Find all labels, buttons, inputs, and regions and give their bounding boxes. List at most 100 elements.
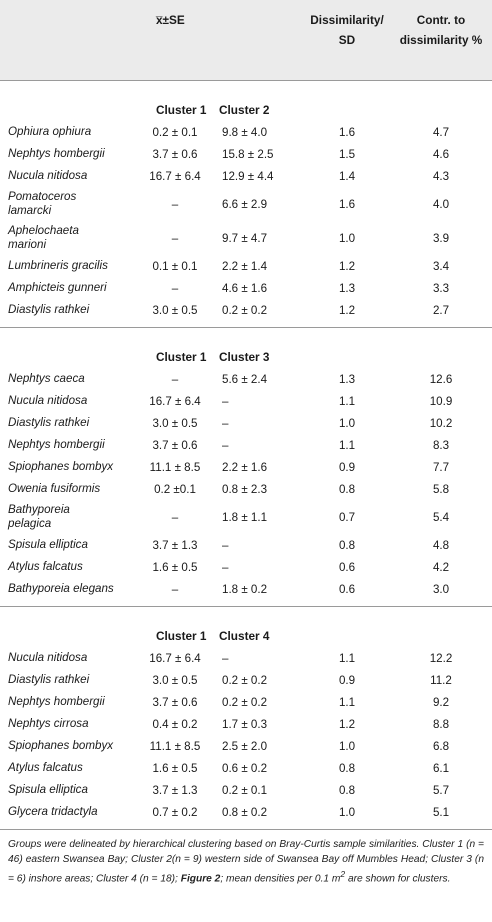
mean-cluster-b: 2.2 ± 1.4 [222, 259, 268, 273]
dissimilarity-sd-value: 1.4 [338, 169, 356, 183]
table-row: Owenia fusiformis 0.2 ±0.1 0.8 ± 2.3 0.8 5.8 [0, 478, 492, 500]
mean-cluster-b: – [222, 651, 229, 665]
contribution-value: 5.8 [432, 482, 450, 496]
species-name: Nephtys cirrosa [8, 717, 89, 730]
cluster-header-blank [390, 346, 492, 368]
table-row: Diastylis rathkei 3.0 ± 0.5 – 1.0 10.2 [0, 412, 492, 434]
table-row: Spiophanes bombyx 11.1 ± 8.5 2.5 ± 2.0 1.0 6… [0, 735, 492, 757]
cluster-header-blank [0, 346, 146, 368]
dissimilarity-sd-value: 0.8 [338, 761, 356, 775]
contribution-value: 5.7 [432, 783, 450, 797]
header-contribution-line1: Contr. to [416, 13, 466, 27]
contribution-value: 10.9 [429, 394, 453, 408]
dissimilarity-sd-value: 0.6 [338, 560, 356, 574]
mean-cluster-a: – [171, 281, 179, 295]
table-row: Amphicteis gunneri – 4.6 ± 1.6 1.3 3.3 [0, 277, 492, 299]
footnote-text-1: Groups were delineated by hierarchical c… [8, 839, 484, 885]
species-name: Diastylis rathkei [8, 303, 90, 316]
dissimilarity-sd-value: 1.2 [338, 303, 356, 317]
contribution-value: 4.3 [432, 169, 450, 183]
contribution-value: 4.7 [432, 125, 450, 139]
table-row: Bathyporeia elegans – 1.8 ± 0.2 0.6 3.0 [0, 578, 492, 600]
species-name: Spiophanes bombyx [8, 460, 114, 473]
contribution-value: 4.6 [432, 147, 450, 161]
dissimilarity-sd-value: 1.1 [338, 651, 356, 665]
dissimilarity-sd-value: 1.1 [338, 695, 356, 709]
footnote-text-2: ; mean densities per 0.1 m [220, 873, 341, 885]
header-contribution: Contr. to dissimilarity % [390, 0, 492, 81]
table-row: Atylus falcatus 1.6 ± 0.5 – 0.6 4.2 [0, 556, 492, 578]
species-name: Spisula elliptica [8, 783, 88, 796]
mean-cluster-a: 16.7 ± 6.4 [149, 394, 201, 408]
dissimilarity-sd-value: 1.0 [338, 416, 356, 430]
mean-cluster-a: – [171, 372, 179, 386]
species-name-line: Aphelochaeta [8, 224, 79, 237]
contribution-value: 12.2 [429, 651, 453, 665]
dissimilarity-sd-value: 1.2 [338, 717, 356, 731]
species-name: Nephtys hombergii [8, 438, 105, 451]
mean-cluster-a: 3.7 ± 0.6 [152, 147, 198, 161]
contribution-value: 8.8 [432, 717, 450, 731]
species-name: Lumbrineris gracilis [8, 259, 108, 272]
mean-cluster-b: 5.6 ± 2.4 [222, 372, 268, 386]
species-name: Nephtys hombergii [8, 695, 105, 708]
mean-cluster-a: 16.7 ± 6.4 [149, 169, 201, 183]
cluster-header-blank [304, 625, 390, 647]
table-row: Nephtys caeca – 5.6 ± 2.4 1.3 12.6 [0, 368, 492, 390]
table-footnote: Groups were delineated by hierarchical c… [0, 829, 492, 887]
species-name: Amphicteis gunneri [8, 281, 107, 294]
dissimilarity-sd-value: 1.3 [338, 372, 356, 386]
mean-cluster-b: 0.2 ± 0.2 [222, 673, 268, 687]
mean-cluster-a: 3.0 ± 0.5 [152, 673, 198, 687]
cluster-a-label: Cluster 1 [156, 350, 207, 364]
mean-cluster-a: 0.4 ± 0.2 [152, 717, 198, 731]
mean-cluster-a: 1.6 ± 0.5 [152, 761, 198, 775]
contribution-value: 3.9 [432, 231, 450, 245]
mean-cluster-a: 3.7 ± 0.6 [152, 695, 198, 709]
species-name: Bathyporeia pelagica [0, 500, 146, 534]
species-name-line: lamarcki [8, 204, 52, 217]
cluster-header-blank [304, 99, 390, 121]
mean-cluster-b: 4.6 ± 1.6 [222, 281, 268, 295]
species-name-line: Pomatoceros [8, 190, 77, 203]
contribution-value: 4.2 [432, 560, 450, 574]
contribution-value: 4.8 [432, 538, 450, 552]
section-spacer-cell [0, 80, 492, 99]
dissimilarity-sd-value: 1.0 [338, 739, 356, 753]
species-name: Nucula nitidosa [8, 394, 88, 407]
cluster-header-blank [390, 625, 492, 647]
table-row: Spisula elliptica 3.7 ± 1.3 – 0.8 4.8 [0, 534, 492, 556]
header-species-cell [0, 0, 146, 81]
mean-cluster-b: 0.8 ± 2.3 [222, 482, 268, 496]
species-name: Diastylis rathkei [8, 416, 90, 429]
contribution-value: 10.2 [429, 416, 453, 430]
table-row: Bathyporeia pelagica – 1.8 ± 1.1 0.7 5.4 [0, 500, 492, 534]
table-row: Spisula elliptica 3.7 ± 1.3 0.2 ± 0.1 0.8 5.… [0, 779, 492, 801]
mean-cluster-b: 12.9 ± 4.4 [222, 169, 274, 183]
header-mean-se: x̅±SE [146, 0, 304, 81]
cluster-header-blank [0, 625, 146, 647]
table-row: Nucula nitidosa 16.7 ± 6.4 – 1.1 10.9 [0, 390, 492, 412]
table-row: Aphelochaeta marioni – 9.7 ± 4.7 1.0 3.9 [0, 221, 492, 255]
table-page: x̅±SE Dissimilarity/ SD Contr. to dissim… [0, 0, 492, 887]
species-name: Glycera tridactyla [8, 805, 98, 818]
section-spacer [0, 327, 492, 346]
mean-cluster-b: 0.6 ± 0.2 [222, 761, 268, 775]
mean-cluster-a: 0.7 ± 0.2 [152, 805, 198, 819]
species-name: Atylus falcatus [8, 761, 83, 774]
section-spacer [0, 606, 492, 625]
species-name: Owenia fusiformis [8, 482, 101, 495]
mean-cluster-a: 0.2 ±0.1 [154, 482, 196, 496]
table-row: Glycera tridactyla 0.7 ± 0.2 0.8 ± 0.2 1.0 5… [0, 801, 492, 823]
contribution-value: 2.7 [432, 303, 450, 317]
dissimilarity-sd-value: 0.9 [338, 673, 356, 687]
mean-cluster-b: – [222, 438, 229, 452]
dissimilarity-sd-value: 1.3 [338, 281, 356, 295]
table-row: Diastylis rathkei 3.0 ± 0.5 0.2 ± 0.2 1.2 2.… [0, 299, 492, 321]
table-row: Nucula nitidosa 16.7 ± 6.4 12.9 ± 4.4 1.4 4.… [0, 165, 492, 187]
species-name: Aphelochaeta marioni [0, 221, 146, 255]
contribution-value: 6.8 [432, 739, 450, 753]
mean-cluster-a: 3.0 ± 0.5 [152, 303, 198, 317]
cluster-header-blank [0, 99, 146, 121]
table-row: Atylus falcatus 1.6 ± 0.5 0.6 ± 0.2 0.8 6.1 [0, 757, 492, 779]
